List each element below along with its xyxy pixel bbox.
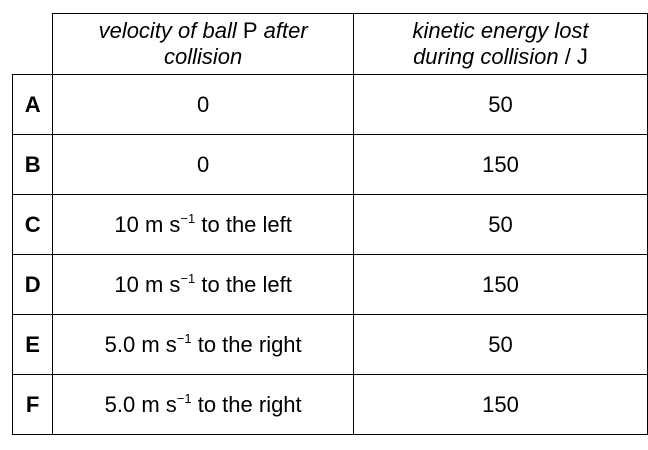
velocity-cell: 5.0 m s−1 to the right	[52, 314, 355, 375]
header-text: kinetic energy lost during collision	[412, 18, 589, 69]
velocity-text: 10 m s	[114, 271, 181, 297]
table-row: B 0 150	[11, 134, 648, 195]
header-text: after collision	[164, 18, 308, 69]
energy-cell: 150	[353, 134, 648, 195]
row-label: F	[11, 374, 54, 435]
velocity-cell: 0	[52, 134, 355, 195]
row-label: E	[11, 314, 54, 375]
table-row: E 5.0 m s−1 to the right 50	[11, 314, 648, 375]
unit-exponent: −1	[180, 270, 196, 286]
table-row: C 10 m s−1 to the left 50	[11, 194, 648, 255]
header-text: velocity of ball	[98, 18, 243, 43]
row-label: D	[11, 254, 54, 315]
velocity-cell: 10 m s−1 to the left	[52, 254, 355, 315]
data-table: velocity of ball P after collision kineti…	[11, 13, 648, 435]
velocity-text: to the left	[195, 211, 292, 237]
row-label: C	[11, 194, 54, 255]
header-text: / J	[564, 44, 588, 69]
energy-cell: 50	[353, 194, 648, 255]
table-row: A 0 50	[11, 74, 648, 135]
table-row: D 10 m s−1 to the left 150	[11, 254, 648, 315]
energy-cell: 50	[353, 74, 648, 135]
row-label: A	[11, 74, 54, 135]
velocity-text: to the right	[191, 331, 302, 357]
unit-exponent: −1	[176, 390, 192, 406]
row-label: B	[11, 134, 54, 195]
header-text: P	[242, 18, 258, 43]
velocity-text: 0	[197, 91, 210, 117]
blank-cell	[13, 14, 53, 75]
unit-exponent: −1	[180, 210, 196, 226]
header-row: velocity of ball P after collision kineti…	[13, 13, 648, 75]
velocity-text: 5.0 m s	[104, 391, 177, 417]
velocity-cell: 10 m s−1 to the left	[52, 194, 355, 255]
table-row: F 5.0 m s−1 to the right 150	[11, 374, 648, 435]
header-cell: velocity of ball P after collision	[52, 13, 355, 75]
velocity-text: to the right	[191, 391, 302, 417]
velocity-cell: 5.0 m s−1 to the right	[52, 374, 355, 435]
velocity-cell: 0	[52, 74, 355, 135]
energy-cell: 150	[353, 254, 648, 315]
velocity-text: 10 m s	[114, 211, 181, 237]
velocity-text: 0	[197, 151, 210, 177]
unit-exponent: −1	[176, 330, 192, 346]
velocity-text: to the left	[195, 271, 292, 297]
header-cell: kinetic energy lost during collision / J	[353, 13, 648, 75]
energy-cell: 150	[353, 374, 648, 435]
energy-cell: 50	[353, 314, 648, 375]
table-body: velocity of ball P after collision kineti…	[11, 13, 648, 435]
velocity-text: 5.0 m s	[104, 331, 177, 357]
